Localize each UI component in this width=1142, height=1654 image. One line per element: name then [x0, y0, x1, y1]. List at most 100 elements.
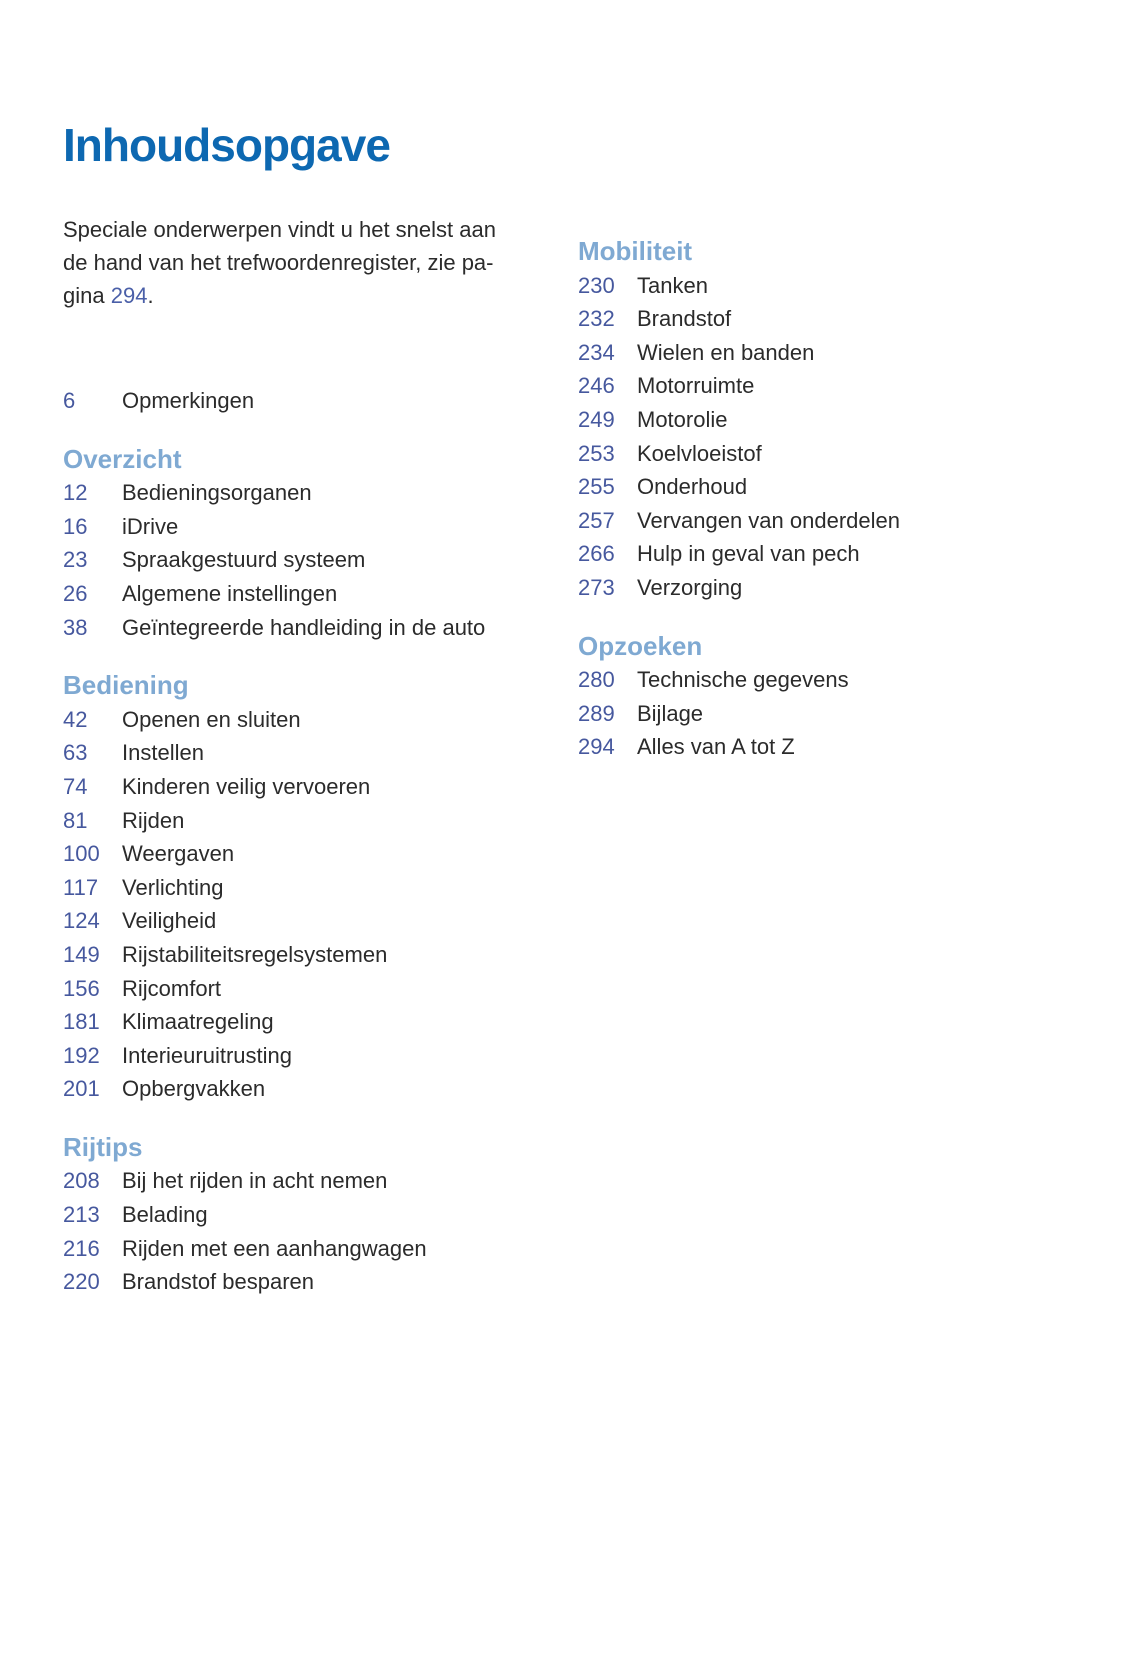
toc-entry-label: Koelvloeistof	[637, 440, 762, 466]
toc-entry-page-number[interactable]: 149	[63, 941, 100, 967]
toc-entry-page-number[interactable]: 181	[63, 1009, 100, 1035]
toc-entry[interactable]: 246 Motorruimte	[578, 369, 1118, 403]
toc-entry-page-number[interactable]: 208	[63, 1168, 100, 1194]
toc-entry-label: Rijden met een aanhangwagen	[122, 1235, 427, 1261]
toc-entry[interactable]: 208 Bij het rijden in acht nemen	[63, 1164, 548, 1198]
toc-entry-page-number[interactable]: 23	[63, 547, 88, 573]
toc-entry-label: Onderhoud	[637, 474, 748, 500]
toc-entry-page-number[interactable]: 16	[63, 513, 88, 539]
toc-entry[interactable]: 181 Klimaatregeling	[63, 1005, 548, 1039]
toc-entry-label: Rijcomfort	[122, 975, 222, 1001]
toc-entry[interactable]: 81 Rijden	[63, 804, 548, 838]
toc-entry[interactable]: 273 Verzorging	[578, 571, 1118, 605]
toc-entry-label: Bij het rijden in acht nemen	[122, 1168, 388, 1194]
toc-entry-label: Rijden	[122, 807, 185, 833]
toc-entry-label: Verzorging	[637, 574, 743, 600]
toc-entry[interactable]: 63 Instellen	[63, 736, 548, 770]
toc-entry-page-number[interactable]: 124	[63, 908, 100, 934]
toc-entry-page-number[interactable]: 74	[63, 773, 88, 799]
toc-entry[interactable]: 117 Verlichting	[63, 871, 548, 905]
toc-entry-page-number[interactable]: 26	[63, 580, 88, 606]
toc-entry[interactable]: 266 Hulp in geval van pech	[578, 537, 1118, 571]
toc-entry-label: Opbergvakken	[122, 1076, 266, 1102]
toc-entry-label: Interieuruitrusting	[122, 1042, 292, 1068]
toc-entry-label: Brandstof	[637, 306, 732, 332]
toc-entry-label: Klimaatregeling	[122, 1009, 274, 1035]
toc-entry-page-number[interactable]: 234	[578, 339, 615, 365]
toc-entry-label: Wielen en banden	[637, 339, 815, 365]
toc-entry[interactable]: 201 Opbergvakken	[63, 1072, 548, 1106]
intro-line-2: de hand van het trefwoordenregister, zie…	[63, 250, 494, 275]
toc-entry[interactable]: 253 Koelvloeistof	[578, 437, 1118, 471]
page-title: Inhoudsopgave	[63, 119, 391, 171]
toc-entry-page-number[interactable]: 220	[63, 1269, 100, 1295]
toc-entry-page-number[interactable]: 294	[578, 734, 615, 760]
toc-entry-label: Kinderen veilig vervoeren	[122, 773, 371, 799]
toc-entry[interactable]: 280 Technische gegevens	[578, 663, 1118, 697]
section-heading: Mobiliteit	[578, 236, 693, 266]
toc-entry[interactable]: 42 Openen en sluiten	[63, 703, 548, 737]
toc-entry-page-number[interactable]: 100	[63, 841, 100, 867]
toc-entry-page-number[interactable]: 42	[63, 706, 88, 732]
toc-entry-page-number[interactable]: 232	[578, 306, 615, 332]
toc-entry[interactable]: 249 Motorolie	[578, 403, 1118, 437]
toc-entry[interactable]: 289 Bijlage	[578, 697, 1118, 731]
toc-entry[interactable]: 100 Weergaven	[63, 837, 548, 871]
toc-entry[interactable]: 26 Algemene instellingen	[63, 577, 548, 611]
toc-entry[interactable]: 38 Geïntegreerde handleiding in de auto	[63, 611, 548, 645]
toc-entry-label: Motorruimte	[637, 373, 755, 399]
toc-entry[interactable]: 232 Brandstof	[578, 302, 1118, 336]
toc-entry[interactable]: 257 Vervangen van onderdelen	[578, 504, 1118, 538]
toc-entry-label: Bijlage	[637, 700, 704, 726]
toc-entry-label: Vervangen van onderdelen	[637, 507, 900, 533]
toc-entry-page-number[interactable]: 289	[578, 700, 615, 726]
toc-entry[interactable]: 149 Rijstabiliteitsregelsystemen	[63, 938, 548, 972]
toc-entry-page-number[interactable]: 156	[63, 975, 100, 1001]
toc-entry-page-number[interactable]: 63	[63, 740, 88, 766]
toc-entry-page-number[interactable]: 257	[578, 507, 615, 533]
toc-entry-page-number[interactable]: 266	[578, 541, 615, 567]
toc-entry-label: Bedieningsorganen	[122, 480, 312, 506]
toc-entry[interactable]: 6 Opmerkingen	[63, 384, 548, 418]
toc-entry[interactable]: 74 Kinderen veilig vervoeren	[63, 770, 548, 804]
toc-entry-page-number[interactable]: 192	[63, 1042, 100, 1068]
index-page-link[interactable]: 294	[110, 283, 148, 308]
toc-entry-page-number[interactable]: 213	[63, 1202, 100, 1228]
toc-entry-page-number[interactable]: 230	[578, 272, 615, 298]
toc-entry-page-number[interactable]: 6	[63, 388, 76, 413]
toc-entry[interactable]: 124 Veiligheid	[63, 904, 548, 938]
toc-entry[interactable]: 294 Alles van A tot Z	[578, 730, 1118, 764]
toc-entry[interactable]: 192 Interieuruitrusting	[63, 1039, 548, 1073]
toc-entry-page-number[interactable]: 273	[578, 574, 615, 600]
toc-entry-page-number[interactable]: 117	[63, 874, 99, 900]
toc-entry-page-number[interactable]: 280	[578, 667, 615, 693]
section-heading: Opzoeken	[578, 630, 703, 661]
toc-entry-label: Spraakgestuurd systeem	[122, 547, 366, 573]
toc-entry-page-number[interactable]: 38	[63, 614, 88, 640]
left-column: Speciale onderwerpen vindt u het snelst …	[63, 213, 548, 1299]
toc-entry-page-number[interactable]: 246	[578, 373, 615, 399]
section-heading: Overzicht	[63, 443, 182, 474]
toc-entry[interactable]: 16 iDrive	[63, 510, 548, 544]
toc-entry[interactable]: 23 Spraakgestuurd systeem	[63, 543, 548, 577]
toc-entry[interactable]: 12 Bedieningsorganen	[63, 476, 548, 510]
toc-entry-page-number[interactable]: 255	[578, 474, 615, 500]
toc-entry[interactable]: 213 Belading	[63, 1198, 548, 1232]
toc-entry-page-number[interactable]: 201	[63, 1076, 100, 1102]
toc-entry-label: Opmerkingen	[122, 388, 255, 413]
toc-entry-page-number[interactable]: 12	[63, 480, 88, 506]
toc-entry-label: Tanken	[637, 272, 708, 298]
intro-line-3-suffix: .	[147, 283, 154, 308]
toc-entry[interactable]: 220 Brandstof besparen	[63, 1265, 548, 1299]
toc-entry-page-number[interactable]: 253	[578, 440, 615, 466]
toc-entry[interactable]: 255 Onderhoud	[578, 470, 1118, 504]
toc-entry-page-number[interactable]: 249	[578, 406, 615, 432]
intro-line-1: Speciale onderwerpen vindt u het snelst …	[63, 217, 496, 242]
toc-entry-page-number[interactable]: 81	[63, 807, 88, 833]
toc-entry-label: Algemene instellingen	[122, 580, 338, 606]
toc-entry[interactable]: 234 Wielen en banden	[578, 336, 1118, 370]
toc-entry[interactable]: 230 Tanken	[578, 269, 1118, 303]
toc-entry[interactable]: 216 Rijden met een aanhangwagen	[63, 1232, 548, 1266]
toc-entry[interactable]: 156 Rijcomfort	[63, 972, 548, 1006]
toc-entry-page-number[interactable]: 216	[63, 1235, 100, 1261]
